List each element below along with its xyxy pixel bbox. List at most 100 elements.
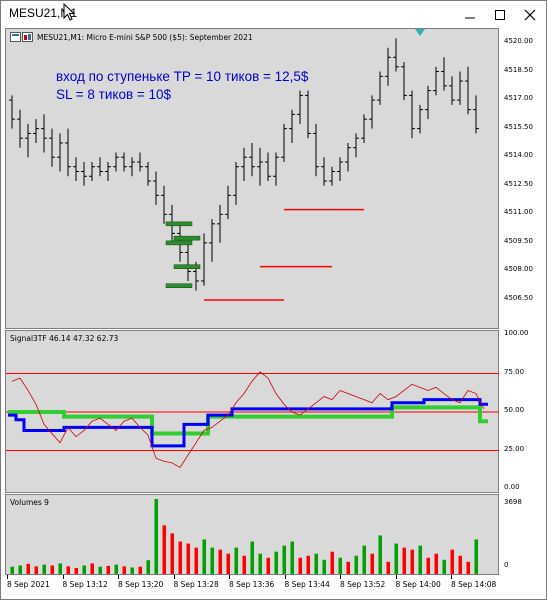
volume-bar [146, 560, 150, 574]
entry-step-marker [165, 221, 193, 227]
price-axis-label: 4518.50 [504, 65, 533, 74]
volume-bar [450, 549, 454, 574]
price-axis[interactable]: 4520.00 4518.50 4517.00 4515.50 4514.00 4512.… [499, 28, 543, 329]
volume-bar [442, 559, 446, 574]
time-axis-tick [340, 575, 341, 579]
title-bar[interactable]: MESU21,M1 [1, 1, 546, 28]
mouse-cursor-icon [63, 2, 76, 21]
volume-bar [226, 553, 230, 574]
time-axis-tick [118, 575, 119, 579]
volume-bar [346, 561, 350, 574]
time-axis-label: 8 Sep 13:20 [118, 580, 164, 589]
price-axis-label: 4511.00 [504, 208, 533, 217]
volume-bar [138, 566, 142, 574]
volume-bar [98, 566, 102, 574]
volume-chart [10, 499, 478, 574]
annotation-line-2: SL = 8 тиков = 10$ [56, 87, 172, 102]
red-signal-line [11, 371, 485, 468]
volume-bar [434, 553, 438, 574]
volume-pane[interactable]: Volumes 9 [5, 494, 499, 575]
entry-step-marker [165, 283, 193, 288]
volume-bar [154, 499, 158, 574]
volume-bar [250, 541, 254, 574]
chart-settings-icon [10, 32, 33, 42]
volume-bar [74, 567, 78, 574]
volume-bar [466, 561, 470, 574]
volume-bar [10, 566, 14, 574]
shift-marker-icon[interactable] [415, 29, 425, 37]
price-pane[interactable]: MESU21,M1: Micro E-mini S&P 500 ($5): Se… [5, 28, 499, 329]
volume-bar [402, 547, 406, 574]
volume-label: Volumes 9 [10, 498, 49, 507]
volume-axis-max: 3698 [504, 498, 522, 506]
volume-bar [314, 553, 318, 574]
indicator-axis[interactable]: 100.00 75.00 50.00 25.00 0.00 [499, 329, 543, 493]
time-axis-label: 8 Sep 14:00 [395, 580, 441, 589]
minimize-icon [465, 17, 475, 18]
close-button[interactable] [515, 1, 545, 28]
volume-bar [18, 565, 22, 574]
indicator-axis-label: 50.00 [504, 406, 525, 414]
volume-bar [186, 543, 190, 574]
time-axis-label: 8 Sep 13:12 [62, 580, 108, 589]
chart-info: MESU21,M1: Micro E-mini S&P 500 ($5): Se… [10, 32, 253, 42]
volume-bar [338, 557, 342, 574]
volume-bar [178, 541, 182, 574]
time-axis-tick [62, 575, 64, 579]
volume-bar [258, 553, 262, 574]
volume-bar [58, 563, 62, 574]
entry-step-marker [165, 240, 193, 246]
volume-bar [266, 557, 270, 574]
volume-bar [394, 543, 398, 574]
volume-bar [122, 566, 126, 574]
time-axis-tick [395, 575, 397, 579]
maximize-button[interactable] [485, 1, 515, 28]
price-axis-label: 4508.00 [504, 265, 533, 274]
time-axis-label: 8 Sep 14:08 [451, 580, 497, 589]
time-axis-tick [284, 575, 286, 579]
volume-bar [458, 555, 462, 574]
time-axis-label: 8 Sep 13:52 [340, 580, 386, 589]
volume-bar [242, 555, 246, 574]
time-axis-label: 8 Sep 2021 [7, 580, 50, 589]
volume-bar [106, 565, 110, 574]
volume-bar [386, 561, 390, 574]
volume-bar [426, 557, 430, 574]
chart-info-text: MESU21,M1: Micro E-mini S&P 500 ($5): Se… [37, 32, 253, 42]
indicator-pane[interactable]: Signal3TF 46.14 47.32 62.73 [5, 330, 500, 493]
time-axis-tick [451, 575, 452, 579]
volume-axis[interactable]: 3698 0 [499, 494, 543, 575]
volume-bar [82, 565, 86, 574]
volume-bar [298, 557, 302, 574]
price-axis-label: 4515.50 [504, 122, 533, 131]
minimize-button[interactable] [455, 1, 485, 28]
price-axis-label: 4520.00 [504, 37, 533, 45]
maximize-icon [495, 9, 505, 20]
price-axis-label: 4506.50 [504, 294, 533, 302]
green-signal-line [8, 405, 488, 436]
time-axis[interactable]: 8 Sep 2021 8 Sep 13:12 8 Sep 13:20 8 Sep 13… [5, 575, 499, 597]
volume-bar [194, 547, 198, 574]
volume-bar [42, 564, 46, 574]
volume-bar [162, 525, 166, 574]
window-title: MESU21,M1 [9, 6, 78, 20]
volume-bar [218, 549, 222, 574]
volume-bar [282, 545, 286, 574]
entry-step-marker [173, 264, 201, 269]
volume-bar [130, 567, 134, 574]
volume-bar [410, 549, 414, 574]
volume-bar [362, 545, 366, 574]
volume-bar [474, 539, 478, 574]
time-axis-tick [173, 575, 175, 579]
indicator-axis-label: 0.00 [504, 483, 520, 491]
volume-bar [26, 563, 30, 574]
time-axis-label: 8 Sep 13:44 [284, 580, 330, 589]
volume-bar [210, 547, 214, 574]
time-axis-tick [229, 575, 230, 579]
indicator-label: Signal3TF 46.14 47.32 62.73 [10, 334, 119, 343]
volume-bar [306, 555, 310, 574]
volume-bar [90, 563, 94, 574]
volume-bar [370, 553, 374, 574]
indicator-chart [6, 371, 500, 468]
